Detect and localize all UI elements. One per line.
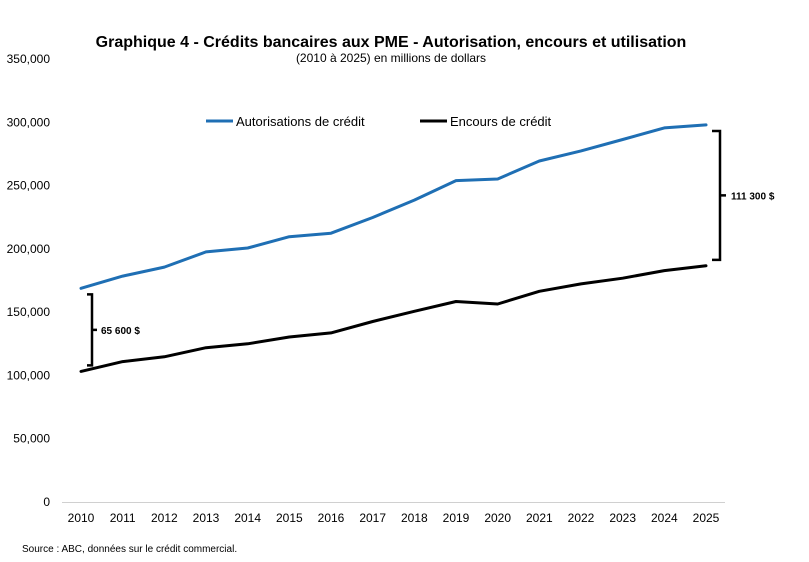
series-layer — [79, 123, 708, 373]
y-tick-label: 100,000 — [7, 368, 51, 382]
series-line-1 — [79, 123, 708, 290]
y-tick-label: 50,000 — [13, 432, 50, 446]
x-tick-label: 2017 — [359, 511, 386, 525]
x-tick-label: 2010 — [68, 511, 95, 525]
y-tick-label: 350,000 — [7, 52, 51, 66]
x-tick-label: 2025 — [693, 511, 720, 525]
gap-bracket-1 — [87, 293, 97, 367]
y-tick-label: 0 — [43, 495, 50, 509]
x-tick-label: 2023 — [609, 511, 636, 525]
x-tick-label: 2014 — [234, 511, 261, 525]
x-tick-label: 2020 — [484, 511, 511, 525]
x-tick-label: 2012 — [151, 511, 178, 525]
x-tick-label: 2015 — [276, 511, 303, 525]
legend-label-2: Encours de crédit — [450, 114, 552, 129]
gap-bracket-2 — [712, 129, 726, 262]
x-tick-label: 2018 — [401, 511, 428, 525]
series-line-2 — [79, 264, 708, 373]
x-tick-label: 2024 — [651, 511, 678, 525]
legend-label-1: Autorisations de crédit — [236, 114, 365, 129]
x-axis: 2010 2011 2012 2013 2014 2015 2016 2017 2018 2019… — [62, 502, 725, 525]
x-tick-label: 2011 — [110, 511, 136, 525]
y-tick-label: 250,000 — [7, 179, 51, 193]
gap-label-1: 65 600 $ — [101, 326, 140, 337]
y-axis: 0 50,000 100,000 150,000 200,000 250,000 300,0… — [7, 52, 51, 509]
source-note: Source : ABC, données sur le crédit comm… — [22, 544, 237, 555]
chart-subtitle: (2010 à 2025) en millions de dollars — [296, 51, 486, 65]
y-tick-label: 150,000 — [7, 305, 51, 319]
annotation-layer: 65 600 $ 111 300 $ — [87, 129, 775, 367]
x-tick-label: 2013 — [193, 511, 220, 525]
chart-title: Graphique 4 - Crédits bancaires aux PME … — [96, 34, 687, 51]
legend: Autorisations de crédit Encours de crédit — [206, 114, 552, 129]
x-tick-label: 2019 — [443, 511, 470, 525]
y-tick-label: 300,000 — [7, 115, 51, 129]
y-tick-label: 200,000 — [7, 242, 51, 256]
x-tick-label: 2021 — [526, 511, 553, 525]
gap-label-2: 111 300 $ — [731, 191, 775, 202]
x-tick-label: 2022 — [568, 511, 595, 525]
x-tick-label: 2016 — [318, 511, 345, 525]
